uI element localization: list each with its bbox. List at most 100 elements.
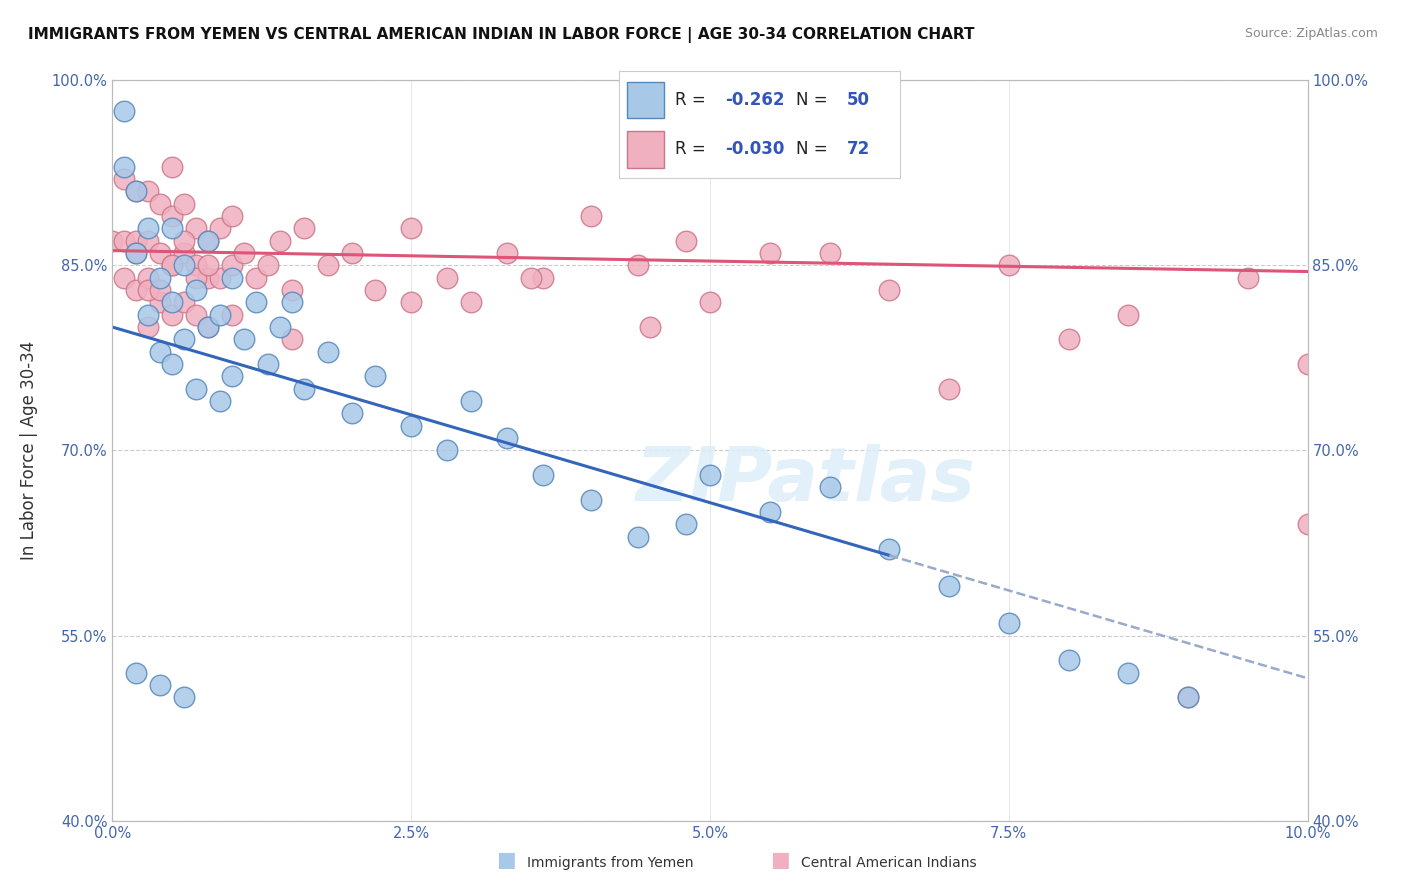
Point bbox=[209, 394, 232, 409]
Point bbox=[281, 295, 304, 310]
Point bbox=[1118, 308, 1140, 322]
Point bbox=[197, 320, 219, 334]
Point bbox=[269, 234, 291, 248]
Point bbox=[138, 234, 160, 248]
Point bbox=[125, 234, 148, 248]
Text: Central American Indians: Central American Indians bbox=[801, 855, 977, 870]
Point bbox=[627, 259, 650, 273]
Point bbox=[162, 209, 183, 223]
Point bbox=[1118, 665, 1140, 680]
Point bbox=[197, 259, 219, 273]
Point bbox=[281, 283, 304, 297]
Text: -0.030: -0.030 bbox=[725, 141, 785, 159]
Point bbox=[364, 283, 387, 297]
FancyBboxPatch shape bbox=[627, 82, 664, 119]
Point bbox=[197, 320, 219, 334]
Point bbox=[699, 468, 721, 483]
Point bbox=[759, 505, 782, 519]
Point bbox=[364, 369, 387, 384]
Point bbox=[579, 492, 602, 507]
Text: 72: 72 bbox=[846, 141, 870, 159]
Point bbox=[1296, 517, 1319, 532]
Point bbox=[162, 357, 183, 371]
Point bbox=[640, 320, 662, 334]
Point bbox=[233, 246, 256, 260]
Point bbox=[340, 246, 363, 260]
Point bbox=[149, 246, 172, 260]
Point bbox=[149, 196, 172, 211]
Point bbox=[436, 270, 458, 285]
Point bbox=[221, 259, 243, 273]
Point bbox=[938, 579, 960, 593]
Point bbox=[186, 308, 208, 322]
Text: IMMIGRANTS FROM YEMEN VS CENTRAL AMERICAN INDIAN IN LABOR FORCE | AGE 30-34 CORR: IMMIGRANTS FROM YEMEN VS CENTRAL AMERICA… bbox=[28, 27, 974, 43]
Point bbox=[138, 308, 160, 322]
Point bbox=[209, 221, 232, 235]
Point bbox=[1296, 357, 1319, 371]
Point bbox=[531, 468, 554, 483]
Point bbox=[138, 221, 160, 235]
Point bbox=[460, 394, 482, 409]
Text: 50: 50 bbox=[846, 91, 869, 109]
Y-axis label: In Labor Force | Age 30-34: In Labor Force | Age 30-34 bbox=[20, 341, 38, 560]
Point bbox=[186, 270, 208, 285]
Point bbox=[186, 382, 208, 396]
Point bbox=[173, 295, 195, 310]
Point bbox=[401, 295, 423, 310]
Point bbox=[162, 160, 183, 174]
Point bbox=[627, 530, 650, 544]
Point bbox=[173, 246, 195, 260]
Point bbox=[125, 246, 148, 260]
Point bbox=[114, 234, 135, 248]
Point bbox=[759, 246, 782, 260]
Point bbox=[1057, 653, 1080, 667]
Text: Immigrants from Yemen: Immigrants from Yemen bbox=[527, 855, 693, 870]
Point bbox=[125, 283, 148, 297]
Point bbox=[998, 259, 1021, 273]
Point bbox=[281, 332, 304, 346]
Point bbox=[221, 308, 243, 322]
Point bbox=[125, 665, 148, 680]
Point bbox=[245, 295, 267, 310]
Point bbox=[173, 690, 195, 705]
Point bbox=[221, 369, 243, 384]
Point bbox=[245, 270, 267, 285]
Point bbox=[292, 221, 315, 235]
Point bbox=[316, 344, 339, 359]
Point bbox=[209, 308, 232, 322]
Text: ■: ■ bbox=[496, 850, 516, 870]
Point bbox=[938, 382, 960, 396]
Point bbox=[316, 259, 339, 273]
Point bbox=[879, 283, 901, 297]
Point bbox=[186, 283, 208, 297]
Point bbox=[114, 172, 135, 186]
Point bbox=[125, 246, 148, 260]
Point bbox=[197, 234, 219, 248]
Point bbox=[162, 221, 183, 235]
Text: -0.262: -0.262 bbox=[725, 91, 785, 109]
Text: N =: N = bbox=[796, 141, 832, 159]
Point bbox=[162, 259, 183, 273]
Point bbox=[579, 209, 602, 223]
Point bbox=[197, 234, 219, 248]
Point bbox=[186, 221, 208, 235]
Point bbox=[125, 184, 148, 198]
Point bbox=[269, 320, 291, 334]
Point bbox=[1177, 690, 1199, 705]
Point bbox=[138, 270, 160, 285]
Point bbox=[149, 678, 172, 692]
Text: R =: R = bbox=[675, 141, 711, 159]
Point bbox=[162, 308, 183, 322]
Point bbox=[401, 221, 423, 235]
Point bbox=[1237, 270, 1260, 285]
Point bbox=[173, 234, 195, 248]
Point bbox=[125, 184, 148, 198]
Point bbox=[138, 184, 160, 198]
Point bbox=[233, 332, 256, 346]
Point bbox=[138, 320, 160, 334]
Point bbox=[162, 259, 183, 273]
Point bbox=[149, 344, 172, 359]
Point bbox=[675, 517, 697, 532]
Point bbox=[1177, 690, 1199, 705]
Point bbox=[221, 209, 243, 223]
